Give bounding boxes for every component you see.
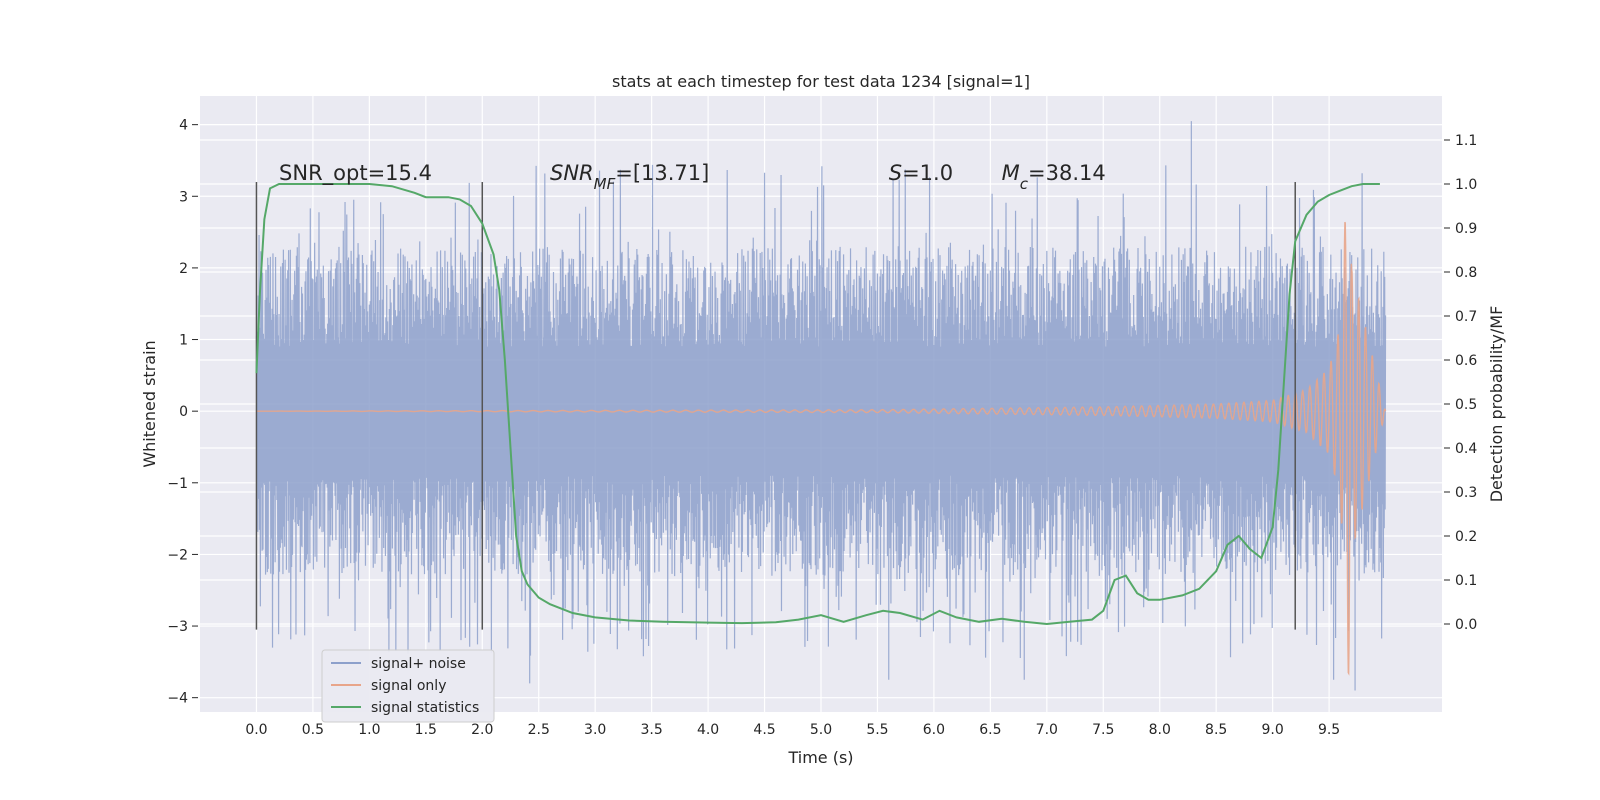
x-tick-label: 1.5 (415, 722, 437, 738)
annotation-value: =38.14 (1028, 161, 1106, 185)
y-tick-label-right: 0.7 (1455, 309, 1477, 325)
legend-label-signal-plus-noise: signal+ noise (371, 656, 466, 672)
x-tick-label: 5.5 (866, 722, 888, 738)
annotation-text: Mc=38.14 (1002, 161, 1106, 193)
y-tick-label-left: −2 (167, 547, 188, 563)
x-tick-label: 4.5 (753, 722, 775, 738)
y-tick-label-right: 0.9 (1455, 221, 1477, 237)
x-tick-label: 9.0 (1262, 722, 1284, 738)
x-tick-label: 1.0 (358, 722, 380, 738)
series-signal-plus-noise (255, 121, 1387, 691)
y-tick-label-left: −1 (167, 476, 188, 492)
x-tick-label: 2.0 (471, 722, 493, 738)
y-axis-label-right: Detection probability/MF (1487, 306, 1506, 503)
legend-label-signal-statistics: signal statistics (371, 700, 479, 716)
x-tick-label: 3.0 (584, 722, 606, 738)
x-tick-label: 0.5 (302, 722, 324, 738)
signal-plus-noise-line (255, 121, 1387, 691)
y-tick-label-right: 0.2 (1455, 529, 1477, 545)
annotation-text: SNRMF=[13.71] (550, 161, 709, 193)
x-tick-label: 4.0 (697, 722, 719, 738)
y-tick-label-left: 0 (179, 404, 188, 420)
y-tick-label-left: −4 (167, 691, 188, 707)
y-tick-label-right: 0.6 (1455, 353, 1477, 369)
signal-only-line (256, 221, 1387, 676)
signal-statistics-line (255, 183, 1380, 626)
y-tick-label-right: 1.1 (1455, 133, 1477, 149)
annotation-main: SNR (550, 161, 594, 185)
annotation-value: =1.0 (902, 161, 953, 185)
y-tick-label-right: 0.1 (1455, 573, 1477, 589)
chart-title: stats at each timestep for test data 123… (612, 72, 1030, 91)
tick-labels: 0.0 0.5 1.0 1.5 2.0 2.5 3.0 3.5 4.0 4.5 5.0 5.5 6.0 6… (167, 118, 1477, 738)
annotations: SNR_opt=15.4 SNRMF=[13.71] S=1.0 Mc=38.14 (279, 161, 1106, 193)
x-tick-label: 3.5 (641, 722, 663, 738)
y-tick-label-right: 0.5 (1455, 397, 1477, 413)
x-tick-label: 0.0 (245, 722, 267, 738)
y-tick-label-left: −3 (167, 619, 188, 635)
y-axis-label-left: Whitened strain (140, 340, 159, 467)
y-tick-label-right: 0.3 (1455, 485, 1477, 501)
annotation-main: M (1002, 161, 1020, 185)
y-tick-label-left: 1 (179, 333, 188, 349)
annotation-main: SNR_opt=15.4 (279, 161, 432, 186)
x-tick-label: 9.5 (1318, 722, 1340, 738)
annotation-text: S=1.0 (889, 161, 953, 185)
x-tick-label: 2.5 (528, 722, 550, 738)
y-tick-label-left: 2 (179, 261, 188, 277)
y-tick-label-left: 3 (179, 189, 188, 205)
y-tick-label-right: 0.0 (1455, 617, 1477, 633)
x-tick-label: 6.0 (923, 722, 945, 738)
x-tick-label: 7.0 (1036, 722, 1058, 738)
x-tick-label: 5.0 (810, 722, 832, 738)
x-tick-label: 8.5 (1205, 722, 1227, 738)
legend: signal+ noise signal only signal statist… (321, 649, 495, 723)
y-tick-label-left: 4 (179, 118, 188, 134)
y-tick-label-right: 0.8 (1455, 265, 1477, 281)
annotation-subscript: MF (594, 175, 616, 193)
x-tick-label: 8.0 (1149, 722, 1171, 738)
y-tick-label-right: 1.0 (1455, 177, 1477, 193)
annotation-subscript: c (1020, 175, 1029, 193)
vertical-markers (255, 181, 1296, 630)
annotation-value: =[13.71] (615, 161, 709, 185)
annotation-main: S (889, 161, 902, 185)
x-axis-label: Time (s) (787, 748, 853, 767)
legend-label-signal-only: signal only (371, 678, 446, 694)
series-signal-statistics (255, 183, 1380, 626)
y-tick-label-right: 0.4 (1455, 441, 1477, 457)
annotation-text: SNR_opt=15.4 (279, 161, 432, 186)
x-tick-label: 7.5 (1092, 722, 1114, 738)
series-signal-only (256, 221, 1387, 676)
x-tick-label: 6.5 (979, 722, 1001, 738)
legend-box (321, 649, 495, 723)
